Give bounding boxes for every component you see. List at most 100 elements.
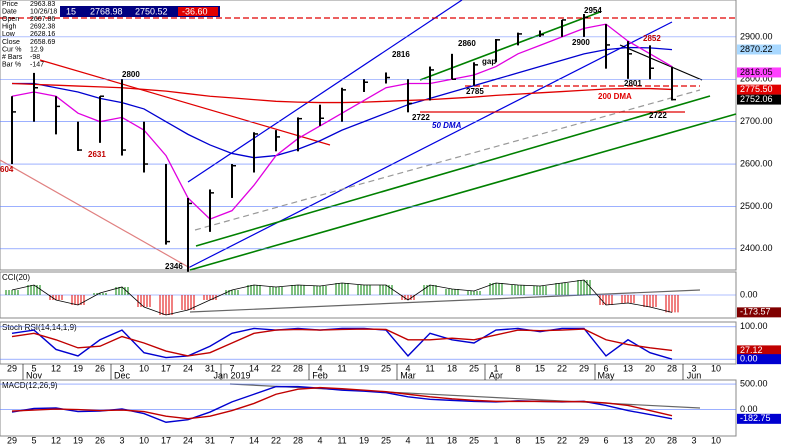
value-tag: [737, 67, 781, 78]
info-label: Open: [2, 16, 19, 23]
x-tick-label: 19: [73, 363, 83, 373]
y-tick-label: 2800.00: [740, 74, 773, 84]
value-tag: [737, 307, 781, 318]
info-label: Bar %: [2, 62, 21, 69]
info-value: 2667.86: [30, 16, 55, 23]
annotation: 2954: [584, 6, 602, 15]
annotation: 604: [0, 165, 14, 174]
x-tick-label: 29: [7, 435, 17, 445]
x-tick-label: 7: [229, 435, 234, 445]
x-tick-label: 3: [119, 363, 124, 373]
annotation: 2816: [392, 50, 410, 59]
info-label: High: [2, 24, 17, 31]
x-tick-label: 4: [317, 435, 322, 445]
month-label: Nov: [26, 370, 43, 380]
macd-panel: [0, 379, 737, 437]
annotation: 2346: [165, 262, 183, 271]
x-tick-label: 29: [579, 435, 589, 445]
value-tag-label: 27.12: [740, 345, 763, 355]
x-tick-label: 7: [229, 363, 234, 373]
x-tick-label: 22: [557, 363, 567, 373]
value-tag: [737, 44, 781, 55]
x-tick-label: 31: [205, 363, 215, 373]
x-tick-label: 17: [161, 435, 171, 445]
indicator-line: [11, 327, 673, 360]
value-tag: [737, 345, 781, 356]
value-tag-label: -173.57: [740, 307, 771, 317]
x-tick-label: 12: [51, 363, 61, 373]
info-value: 2658.69: [30, 39, 55, 46]
y-tick-label: 2600.00: [740, 158, 773, 168]
x-tick-label: 28: [667, 435, 677, 445]
header-change: -36.60: [182, 6, 208, 16]
x-tick-label: 20: [645, 435, 655, 445]
month-label: Jun: [687, 370, 702, 380]
x-tick-label: 28: [293, 363, 303, 373]
x-tick-label: 6: [603, 435, 608, 445]
panel-title: MACD(12,26,9): [2, 381, 58, 390]
info-value: -147: [30, 62, 44, 69]
trend-line: [189, 289, 701, 313]
x-tick-label: 29: [579, 363, 589, 373]
info-value: 12.9: [30, 46, 44, 53]
month-label: May: [597, 370, 615, 380]
value-tag-label: 0.00: [740, 354, 758, 364]
x-tick-label: 17: [161, 363, 171, 373]
x-tick-label: 1: [493, 363, 498, 373]
x-tick-label: 22: [271, 363, 281, 373]
indicator-line: [11, 386, 673, 420]
trend-line: [187, 0, 463, 183]
x-tick-label: 19: [73, 435, 83, 445]
info-value: 2628.16: [30, 31, 55, 38]
annotation: 2852: [643, 34, 661, 43]
x-tick-label: 24: [183, 363, 193, 373]
value-tag: [737, 94, 781, 105]
x-tick-label: 14: [249, 363, 259, 373]
value-tag-label: 2816.05: [740, 67, 773, 77]
header-symbol: 15: [66, 6, 76, 16]
x-tick-label: 10: [711, 435, 721, 445]
info-label: Close: [2, 39, 20, 46]
x-tick-label: 6: [603, 363, 608, 373]
trend-line: [189, 113, 737, 271]
x-tick-label: 25: [381, 363, 391, 373]
trend-line: [419, 11, 601, 81]
y-tick-label: 2700.00: [740, 116, 773, 126]
annotation: 2785: [466, 87, 484, 96]
trend-line: [194, 89, 701, 231]
x-tick-label: 1: [493, 435, 498, 445]
x-tick-label: 26: [95, 435, 105, 445]
x-tick-label: 11: [337, 363, 346, 373]
panel-title: CCI(20): [2, 273, 30, 282]
x-tick-label: 10: [711, 363, 721, 373]
y-tick-label: 2400.00: [740, 243, 773, 253]
x-tick-label: 19: [359, 363, 369, 373]
header-price: 2750.52: [135, 6, 168, 16]
header-price: 2768.98: [90, 6, 123, 16]
value-tag: [737, 413, 781, 424]
month-label: Feb: [312, 370, 328, 380]
trend-line: [619, 44, 703, 81]
x-tick-label: 18: [447, 435, 457, 445]
value-tag-label: 2870.22: [740, 44, 773, 54]
x-tick-label: 11: [425, 435, 434, 445]
x-tick-label: 3: [691, 363, 696, 373]
annotation: 2722: [649, 111, 667, 120]
trend-line: [0, 159, 191, 269]
y-tick-label: 0.00: [740, 404, 758, 414]
annotation: gap: [482, 57, 496, 66]
trend-line: [195, 95, 711, 247]
info-value: 2692.38: [30, 24, 55, 31]
x-tick-label: 28: [667, 363, 677, 373]
info-label: Low: [2, 31, 16, 38]
trend-line: [187, 21, 673, 269]
x-tick-label: 31: [205, 435, 215, 445]
x-tick-label: 20: [645, 363, 655, 373]
x-tick-label: 8: [515, 363, 520, 373]
cci-line: [11, 279, 673, 316]
x-tick-label: 14: [249, 435, 259, 445]
x-tick-label: 15: [535, 363, 545, 373]
y-tick-label: 2900.00: [740, 31, 773, 41]
x-tick-label: 4: [405, 363, 410, 373]
x-tick-label: 3: [691, 435, 696, 445]
